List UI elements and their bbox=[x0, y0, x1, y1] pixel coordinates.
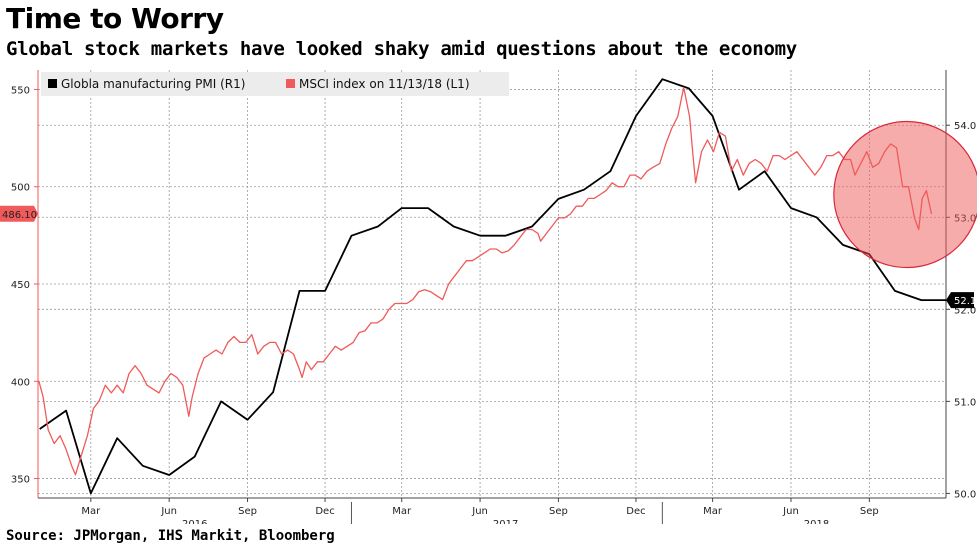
y-left-tick-label: 550 bbox=[11, 85, 30, 96]
legend-swatch bbox=[286, 79, 295, 88]
x-tick-label: Jun bbox=[160, 506, 177, 517]
x-tick-label: Mar bbox=[703, 506, 723, 517]
legend-background bbox=[41, 72, 509, 96]
legend-label: Globla manufacturing PMI (R1) bbox=[61, 77, 245, 91]
y-left-tick-label: 350 bbox=[11, 475, 30, 486]
axes: Mar Jun Sep Dec Mar Jun Sep Dec Mar Jun Sep 2016 201… bbox=[11, 70, 976, 524]
chart-subtitle: Global stock markets have looked shaky a… bbox=[6, 38, 797, 60]
msci-last-value-label: 486.10 bbox=[2, 210, 37, 221]
y-right-tick-label: 50.0 bbox=[954, 489, 976, 500]
source-note: Source: JPMorgan, IHS Markit, Bloomberg bbox=[6, 528, 335, 544]
x-tick-label: Jun bbox=[471, 506, 488, 517]
annotation-group bbox=[833, 120, 977, 269]
x-tick-label: Sep bbox=[860, 506, 879, 517]
x-tick-label: Dec bbox=[315, 506, 334, 517]
y-left-tick-label: 400 bbox=[11, 377, 30, 388]
x-tick-label: Jun bbox=[782, 506, 799, 517]
msci-last-value-tag bbox=[0, 205, 38, 222]
year-label: 2018 bbox=[804, 519, 829, 524]
x-tick-label: Mar bbox=[81, 506, 101, 517]
value-labels: 486.10 52.1 bbox=[0, 205, 976, 309]
line-chart: Mar Jun Sep Dec Mar Jun Sep Dec Mar Jun Sep 2016 201… bbox=[0, 70, 977, 524]
year-label: 2016 bbox=[182, 519, 207, 524]
x-tick-label: Mar bbox=[392, 506, 412, 517]
legend-label: MSCI index on 11/13/18 (L1) bbox=[299, 77, 470, 91]
y-right-tick-label: 52.0 bbox=[954, 305, 976, 316]
highlight-circle bbox=[833, 120, 977, 269]
x-tick-label: Sep bbox=[238, 506, 257, 517]
pmi-last-value-label: 52.1 bbox=[954, 296, 976, 307]
gridlines bbox=[38, 70, 946, 498]
x-tick-label: Sep bbox=[549, 506, 568, 517]
legend: Globla manufacturing PMI (R1) MSCI index … bbox=[41, 72, 509, 96]
pmi-line bbox=[39, 78, 946, 495]
chart-title: Time to Worry bbox=[6, 2, 224, 35]
series-group bbox=[38, 78, 946, 495]
y-right-tick-label: 51.0 bbox=[954, 397, 976, 408]
msci-index-line bbox=[38, 86, 933, 476]
y-right-tick-label: 54.0 bbox=[954, 121, 976, 132]
x-tick-label: Dec bbox=[626, 506, 645, 517]
legend-swatch bbox=[48, 79, 57, 88]
y-left-tick-label: 500 bbox=[11, 183, 30, 194]
y-left-tick-label: 450 bbox=[11, 280, 30, 291]
year-label: 2017 bbox=[493, 519, 518, 524]
pmi-last-value-tag bbox=[946, 292, 974, 309]
